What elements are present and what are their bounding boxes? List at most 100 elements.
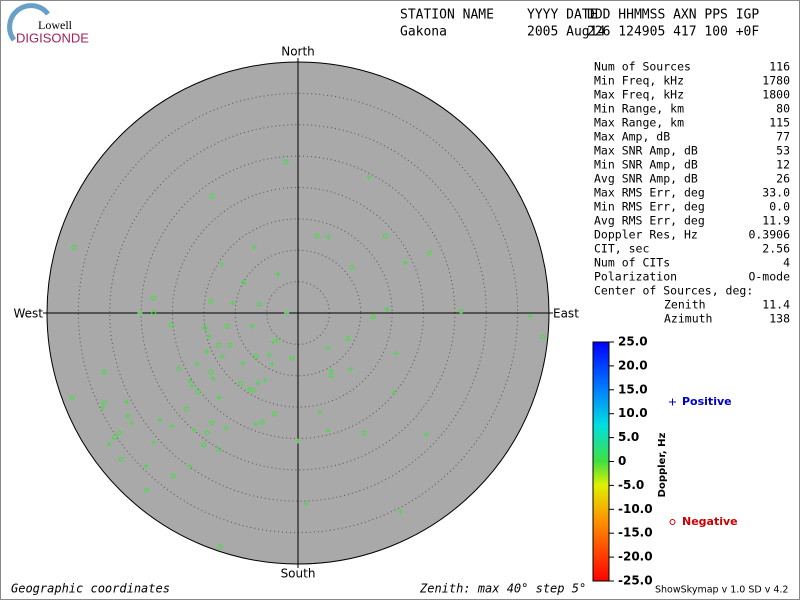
source-point xyxy=(250,387,256,393)
stat-label: Max RMS Err, deg xyxy=(594,186,705,200)
source-point xyxy=(204,349,210,355)
source-point xyxy=(426,250,432,256)
source-point xyxy=(101,400,107,406)
source-point xyxy=(391,389,397,395)
source-point xyxy=(271,411,277,417)
colorbar-scale xyxy=(592,341,610,582)
source-point xyxy=(393,350,399,356)
header-label: YYYY DATE xyxy=(527,8,597,23)
stat-label: Avg RMS Err, deg xyxy=(594,214,705,228)
direction-label: South xyxy=(281,567,316,581)
stat-value: 11.9 xyxy=(762,214,790,228)
source-point xyxy=(124,399,130,405)
center-label: Zenith xyxy=(664,298,706,312)
source-point xyxy=(326,234,332,240)
stat-value: 2.56 xyxy=(762,242,790,256)
stat-label: Max Amp, dB xyxy=(594,130,670,144)
stat-label: Min Range, km xyxy=(594,102,684,116)
colorbar-tick-label: -10.0 xyxy=(618,502,653,516)
source-point xyxy=(325,345,331,351)
colorbar-tick-label: 10.0 xyxy=(618,406,648,420)
source-point xyxy=(176,366,182,372)
stat-label: CIT, sec xyxy=(594,242,649,256)
source-point xyxy=(69,395,75,401)
source-point xyxy=(151,439,157,445)
source-point xyxy=(458,308,464,314)
source-point xyxy=(274,337,280,343)
source-point xyxy=(168,322,174,328)
stat-label: Min Freq, kHz xyxy=(594,74,684,88)
source-point xyxy=(423,432,429,438)
source-point xyxy=(224,323,230,329)
logo-swoosh xyxy=(7,3,50,42)
colorbar-tick-label: -25.0 xyxy=(618,574,653,588)
source-point xyxy=(219,353,225,359)
source-point xyxy=(187,463,193,469)
source-point xyxy=(253,353,259,359)
source-point xyxy=(106,441,112,447)
source-point xyxy=(382,233,388,239)
stat-value: 4 xyxy=(783,256,790,270)
stat-value: 53 xyxy=(776,144,790,158)
stat-value: O-mode xyxy=(748,270,790,284)
source-point xyxy=(183,406,189,412)
colorbar-tick-label: -15.0 xyxy=(618,526,653,540)
source-point xyxy=(402,260,408,266)
colorbar-tick-label: 0 xyxy=(618,454,626,468)
colorbar-title: Doppler, Hz xyxy=(657,433,668,498)
source-point xyxy=(259,419,265,425)
source-point xyxy=(241,279,247,285)
stat-label: Max Range, km xyxy=(594,116,684,130)
colorbar-tick-label: 20.0 xyxy=(618,358,648,372)
source-point xyxy=(283,159,289,165)
source-point xyxy=(527,313,533,319)
source-point xyxy=(284,310,290,316)
source-point xyxy=(170,473,176,479)
header-label: STATION NAME xyxy=(400,8,494,23)
source-point xyxy=(137,310,143,316)
footer-center: Zenith: max 40° step 5° xyxy=(419,582,586,596)
center-value: 11.4 xyxy=(762,298,790,312)
polar-plot: North South West East xyxy=(13,45,579,581)
header-value: 226 124905 417 100 +0F xyxy=(587,25,759,40)
source-point xyxy=(187,378,193,384)
source-point xyxy=(204,430,210,436)
header-value: 2005 Aug14 xyxy=(527,25,605,40)
source-point xyxy=(71,244,77,250)
source-point xyxy=(223,425,229,431)
source-point xyxy=(325,428,331,434)
center-label: Azimuth xyxy=(664,312,712,326)
source-point xyxy=(317,409,323,415)
source-point xyxy=(397,509,403,515)
colorbar-tick-label: 15.0 xyxy=(618,382,648,396)
stat-value: 26 xyxy=(776,172,790,186)
source-point xyxy=(112,434,118,440)
source-point xyxy=(328,368,334,374)
source-point xyxy=(151,310,157,316)
stat-label: Avg SNR Amp, dB xyxy=(594,172,698,186)
source-point xyxy=(251,244,257,250)
source-point xyxy=(209,193,215,199)
header-value: Gakona xyxy=(400,25,447,40)
direction-label: West xyxy=(13,307,43,321)
stat-value: 0.0 xyxy=(769,200,790,214)
stat-value: 33.0 xyxy=(762,186,790,200)
source-point xyxy=(202,325,208,331)
source-point xyxy=(295,438,301,444)
stat-value: 116 xyxy=(769,60,790,74)
stats-table: Num of Sources 116 Min Freq, kHz 1780 Max Fr… xyxy=(594,60,790,326)
source-point xyxy=(345,336,351,342)
source-point xyxy=(314,233,320,239)
source-point xyxy=(366,174,372,180)
source-point xyxy=(328,373,334,379)
source-point xyxy=(255,380,261,386)
stat-label: Min RMS Err, deg xyxy=(594,200,705,214)
source-point xyxy=(303,501,309,507)
source-point xyxy=(143,463,149,469)
source-point xyxy=(217,544,223,550)
source-point xyxy=(191,427,197,433)
source-point xyxy=(249,323,255,329)
legend-marker xyxy=(669,398,676,406)
source-point xyxy=(201,442,207,448)
